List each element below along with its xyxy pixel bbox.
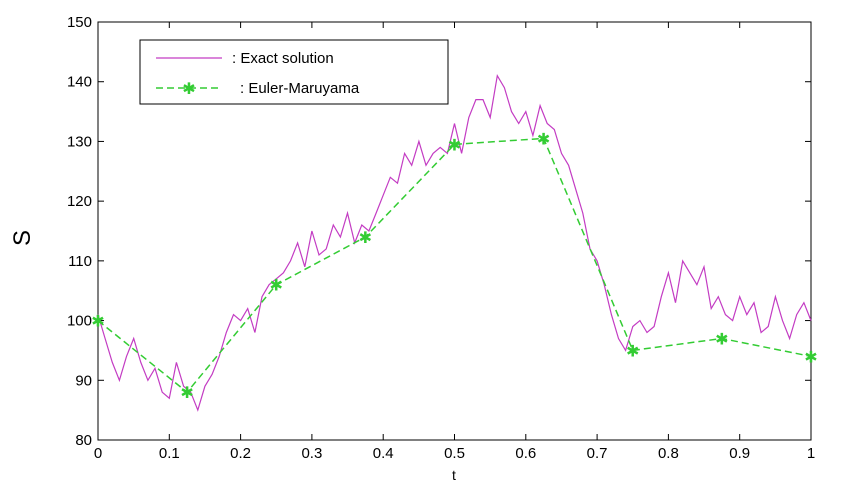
x-tick-label: 0.1 xyxy=(159,445,180,462)
euler-maruyama-line xyxy=(97,137,812,394)
legend: : Exact solution ✱ : Euler-Maruyama xyxy=(139,39,449,105)
x-axis-label: t xyxy=(452,467,456,481)
x-tick-label: 0.2 xyxy=(230,445,251,462)
y-tick-label: 130 xyxy=(67,133,92,150)
y-axis-label: S xyxy=(9,230,36,246)
y-tick-label: 100 xyxy=(67,313,92,330)
euler-maruyama-point: ✱ xyxy=(804,347,817,366)
x-tick-label: 0.7 xyxy=(587,445,608,462)
x-tick-label: 0.4 xyxy=(373,445,394,462)
x-tick-label: 1 xyxy=(807,445,815,462)
euler-maruyama-point: ✱ xyxy=(270,276,283,295)
x-axis: 0 0.1 0.2 0.3 0.4 0.5 0.6 0.7 0.8 0.9 1 xyxy=(94,22,815,462)
x-tick-label: 0 xyxy=(94,445,102,462)
exact-solution-line xyxy=(97,73,812,412)
legend-marker-euler: ✱ xyxy=(182,79,195,98)
series-layer: ✱ ✱ ✱ ✱ ✱ ✱ ✱ ✱ ✱ xyxy=(91,73,818,412)
y-axis: 80 90 100 110 120 130 140 150 xyxy=(67,14,811,449)
x-tick-label: 0.5 xyxy=(444,445,465,462)
legend-label-exact: : Exact solution xyxy=(232,50,334,67)
euler-maruyama-point: ✱ xyxy=(715,329,728,348)
euler-maruyama-point: ✱ xyxy=(180,383,193,402)
y-tick-label: 140 xyxy=(67,74,92,91)
x-tick-label: 0.8 xyxy=(658,445,679,462)
y-tick-label: 150 xyxy=(67,14,92,31)
x-tick-label: 0.9 xyxy=(729,445,750,462)
euler-maruyama-point: ✱ xyxy=(448,135,461,154)
euler-maruyama-point: ✱ xyxy=(91,312,104,331)
x-tick-label: 0.6 xyxy=(515,445,536,462)
x-tick-label: 0.3 xyxy=(301,445,322,462)
y-tick-label: 90 xyxy=(75,372,92,389)
euler-maruyama-point: ✱ xyxy=(537,129,550,148)
y-tick-label: 120 xyxy=(67,193,92,210)
euler-maruyama-point: ✱ xyxy=(359,228,372,247)
legend-box xyxy=(139,39,449,105)
y-tick-label: 80 xyxy=(75,432,92,449)
y-tick-label: 110 xyxy=(68,253,92,270)
legend-label-euler: : Euler-Maruyama xyxy=(240,80,360,97)
euler-maruyama-point: ✱ xyxy=(626,341,639,360)
